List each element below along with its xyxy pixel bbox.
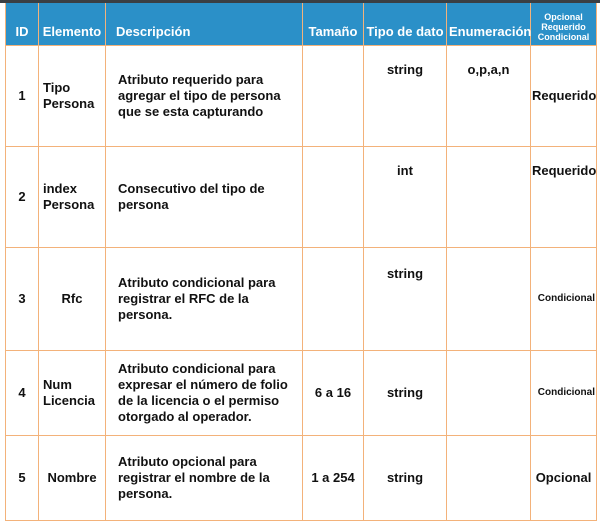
id-text: 4 [18, 385, 26, 400]
cell-tipo: string [363, 435, 447, 521]
header-opcional-line: Requerido [541, 22, 586, 32]
table-row: 2 index Persona Consecutivo del tipo de pers… [5, 146, 597, 248]
descripcion-line: registrar el nombre de la [118, 470, 270, 485]
cell-elemento: Num Licencia [38, 350, 106, 436]
descripcion-line: que se esta capturando [118, 104, 264, 119]
header-descripcion: Descripción [105, 3, 303, 46]
table-row: 5 Nombre Atributo opcional para registrar e… [5, 435, 597, 521]
cell-enumeracion [446, 435, 531, 521]
elemento-line: Nombre [47, 470, 97, 485]
elemento-line: Tipo [43, 80, 71, 95]
header-opcional-line: Condicional [537, 32, 590, 42]
header-row: ID Elemento Descripción Tamaño Tipo de d… [5, 3, 597, 46]
descripcion-line: expresar el número de folio [118, 377, 288, 392]
descripcion-line: Consecutivo del tipo de [118, 181, 265, 196]
enumeracion-text: o,p,a,n [467, 62, 510, 77]
cell-elemento: Tipo Persona [38, 45, 106, 147]
cell-opcional: Opcional [530, 435, 597, 521]
cell-descripcion: Atributo requerido para agregar el tipo d… [105, 45, 303, 147]
cell-tamano [302, 146, 364, 248]
cell-id: 5 [5, 435, 39, 521]
cell-enumeracion [446, 350, 531, 436]
opcional-text: Condicional [537, 293, 595, 304]
cell-descripcion: Atributo condicional para expresar el núm… [105, 350, 303, 436]
id-text: 3 [18, 291, 26, 306]
elemento-line: Persona [43, 96, 95, 111]
cell-enumeracion [446, 247, 531, 351]
cell-tipo: string [363, 350, 447, 436]
table-row: 1 Tipo Persona Atributo requerido para agreg… [5, 45, 597, 147]
cell-enumeracion: o,p,a,n [446, 45, 531, 147]
cell-id: 3 [5, 247, 39, 351]
cell-elemento: Nombre [38, 435, 106, 521]
descripcion-line: Atributo condicional para [118, 361, 276, 376]
elemento-line: Rfc [61, 291, 83, 306]
id-text: 1 [18, 88, 26, 103]
tipo-text: string [386, 470, 424, 485]
cell-elemento: index Persona [38, 146, 106, 248]
descripcion-line: persona [118, 197, 169, 212]
tamano-text: 1 a 254 [311, 470, 355, 485]
cell-tipo: string [363, 247, 447, 351]
cell-opcional: Condicional [530, 350, 597, 436]
elemento-line: Persona [43, 197, 95, 212]
tamano-text: 6 a 16 [314, 385, 352, 400]
cell-tipo: string [363, 45, 447, 147]
descripcion-line: persona. [118, 486, 173, 501]
tipo-text: string [386, 62, 424, 77]
cell-tipo: int [363, 146, 447, 248]
cell-descripcion: Atributo condicional para registrar el RF… [105, 247, 303, 351]
cell-descripcion: Consecutivo del tipo de persona [105, 146, 303, 248]
cell-tamano [302, 45, 364, 147]
cell-descripcion: Atributo opcional para registrar el nombr… [105, 435, 303, 521]
cell-opcional: Condicional [530, 247, 597, 351]
descripcion-line: Atributo requerido para [118, 72, 264, 87]
cell-id: 2 [5, 146, 39, 248]
top-bar [0, 0, 600, 3]
header-tipo: Tipo de dato [363, 3, 447, 46]
opcional-text: Opcional [535, 470, 592, 485]
descripcion-line: agregar el tipo de persona [118, 88, 281, 103]
tipo-text: string [386, 266, 424, 281]
opcional-text: Condicional [537, 387, 595, 398]
header-tamano: Tamaño [302, 3, 364, 46]
cell-elemento: Rfc [38, 247, 106, 351]
table-row: 3 Rfc Atributo condicional para registrar e… [5, 247, 597, 351]
cell-enumeracion [446, 146, 531, 248]
header-elemento: Elemento [38, 3, 106, 46]
descripcion-line: de la licencia o el permiso [118, 393, 280, 408]
cell-tamano: 1 a 254 [302, 435, 364, 521]
elemento-line: Num [43, 377, 72, 392]
table-row: 4 Num Licencia Atributo condicional para exp… [5, 350, 597, 436]
header-opcional-line: Opcional [544, 12, 583, 22]
descripcion-line: otorgado al operador. [118, 409, 252, 424]
descripcion-line: Atributo opcional para [118, 454, 257, 469]
tipo-text: int [397, 163, 413, 178]
header-id: ID [5, 3, 39, 46]
id-text: 2 [18, 189, 26, 204]
elemento-line: index [43, 181, 77, 196]
cell-opcional: Requerido [530, 146, 597, 248]
cell-id: 1 [5, 45, 39, 147]
elemento-line: Licencia [43, 393, 96, 408]
header-enumeracion: Enumeración [446, 3, 531, 46]
header-opcional: Opcional Requerido Condicional [530, 3, 597, 46]
id-text: 5 [18, 470, 26, 485]
cell-tamano [302, 247, 364, 351]
tipo-text: string [386, 385, 424, 400]
descripcion-line: Atributo condicional para [118, 275, 276, 290]
attributes-table: ID Elemento Descripción Tamaño Tipo de d… [5, 3, 597, 521]
opcional-text: Requerido [532, 163, 597, 178]
descripcion-line: registrar el RFC de la [118, 291, 249, 306]
opcional-text: Requerido [532, 88, 597, 103]
descripcion-line: persona. [118, 307, 173, 322]
cell-opcional: Requerido [530, 45, 597, 147]
cell-id: 4 [5, 350, 39, 436]
cell-tamano: 6 a 16 [302, 350, 364, 436]
